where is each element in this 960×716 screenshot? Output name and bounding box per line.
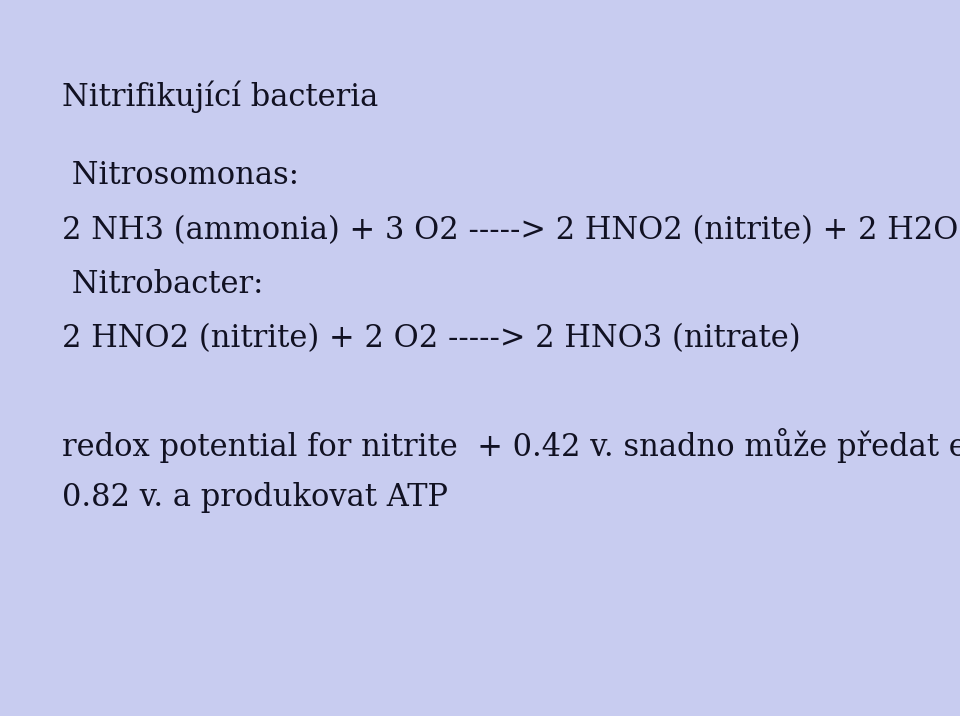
Text: Nitrobacter:: Nitrobacter: <box>62 268 264 300</box>
Text: redox potential for nitrite  + 0.42 v. snadno může předat e na O +: redox potential for nitrite + 0.42 v. sn… <box>62 428 960 463</box>
Text: Nitrosomonas:: Nitrosomonas: <box>62 160 300 191</box>
Text: 2 NH3 (ammonia) + 3 O2 -----> 2 HNO2 (nitrite) + 2 H2O: 2 NH3 (ammonia) + 3 O2 -----> 2 HNO2 (ni… <box>62 215 959 246</box>
Text: 0.82 v. a produkovat ATP: 0.82 v. a produkovat ATP <box>62 482 448 513</box>
Text: 2 HNO2 (nitrite) + 2 O2 -----> 2 HNO3 (nitrate): 2 HNO2 (nitrite) + 2 O2 -----> 2 HNO3 (n… <box>62 323 801 354</box>
Text: Nitrifikující bacteria: Nitrifikující bacteria <box>62 80 378 113</box>
